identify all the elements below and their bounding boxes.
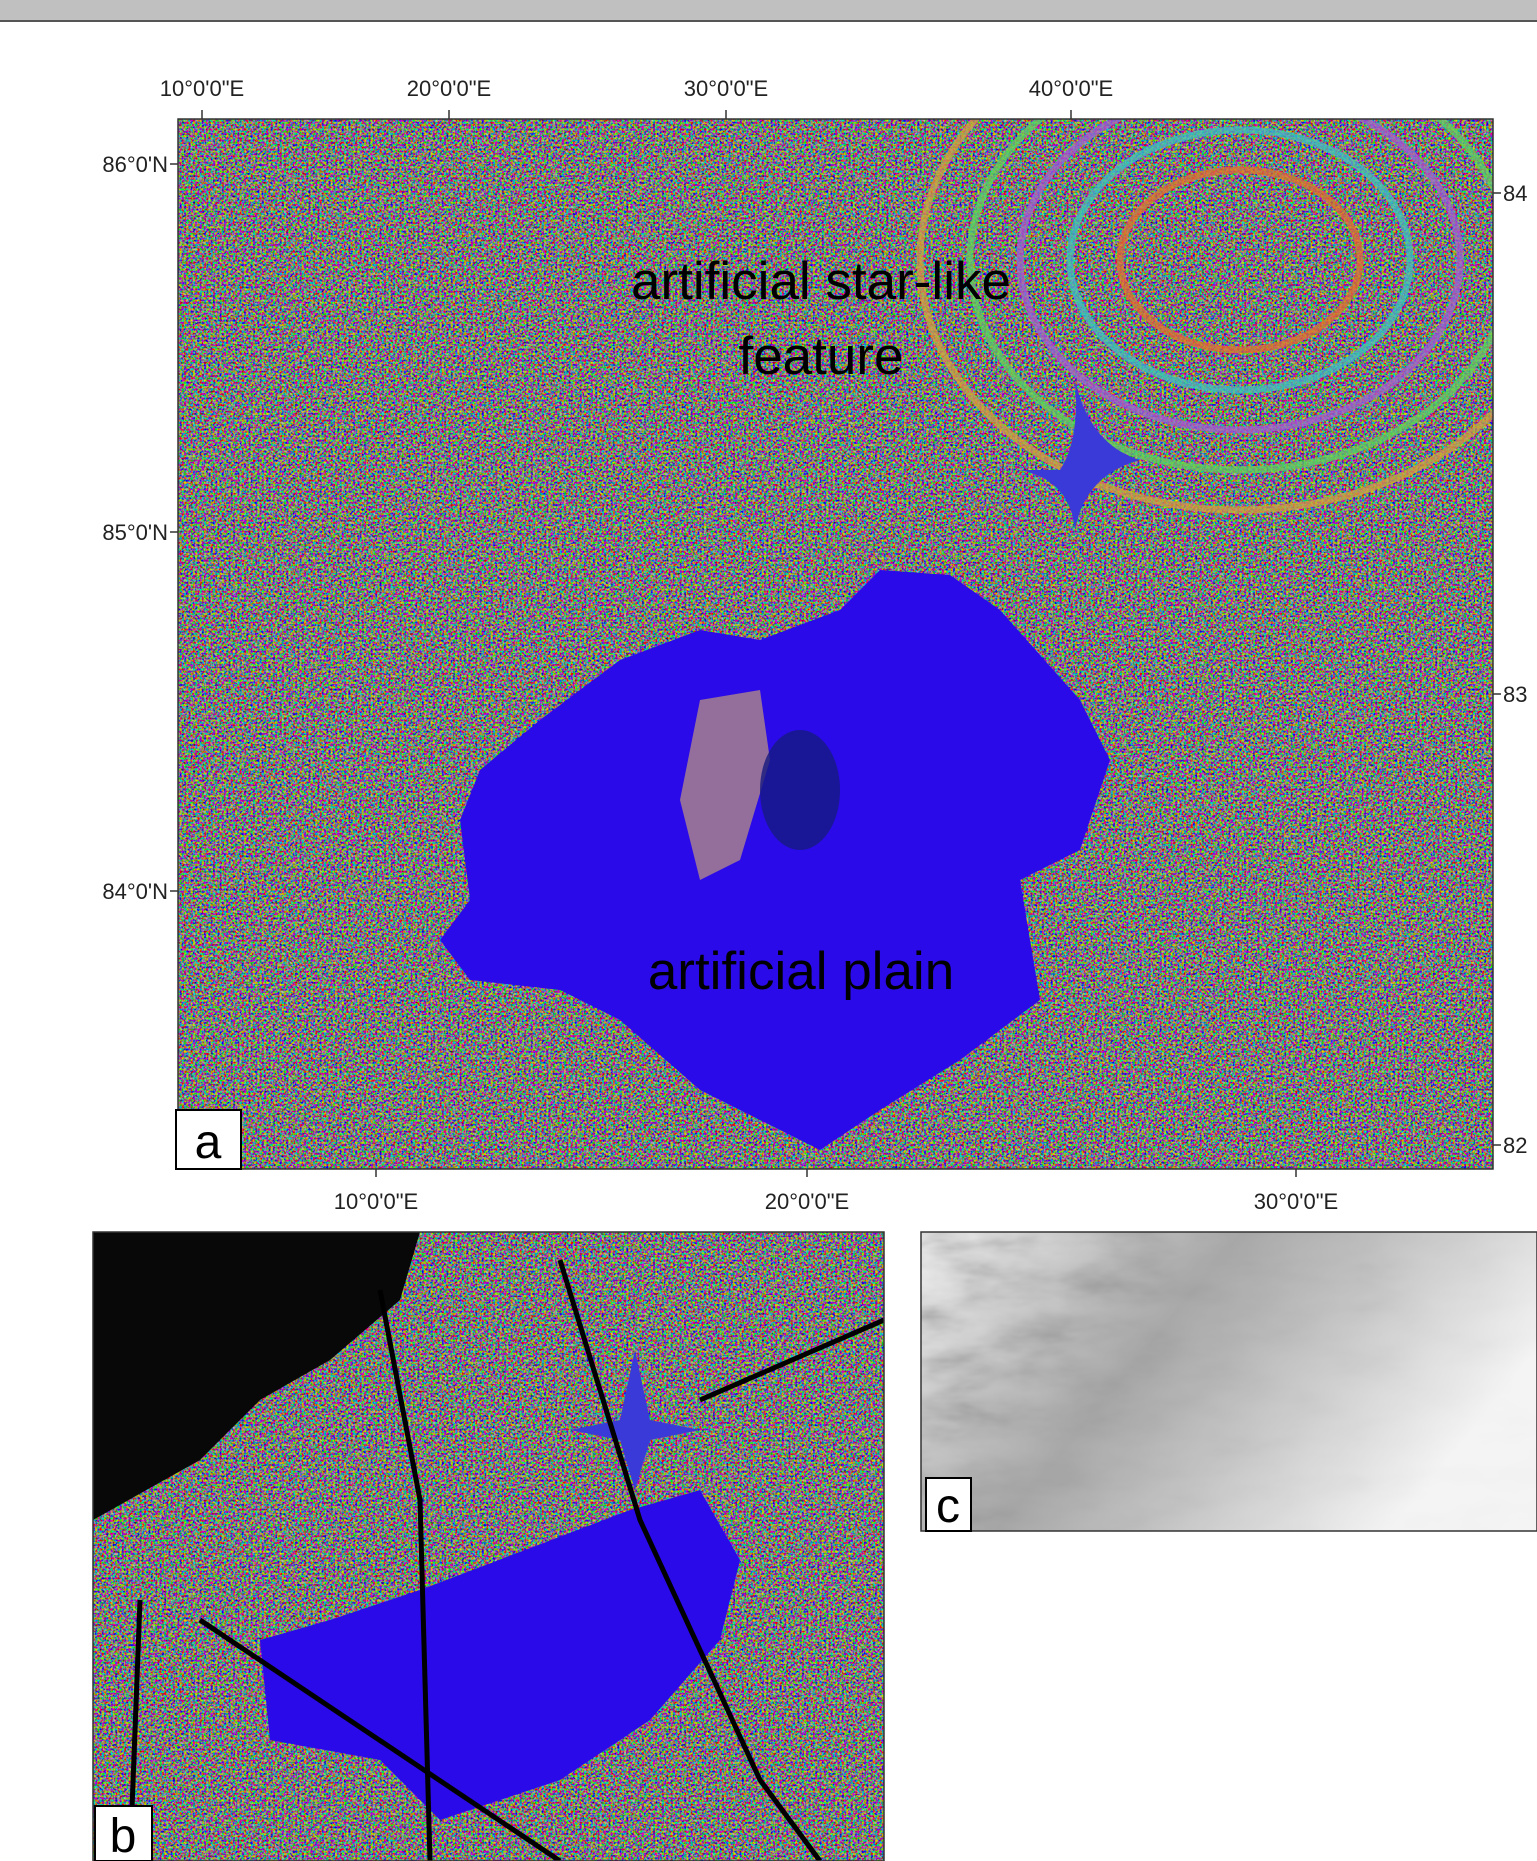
ship-tracks xyxy=(127,1259,884,1861)
left-label: 86°0'N xyxy=(102,152,168,177)
contour-rings xyxy=(916,119,1493,514)
panel-b-frame xyxy=(92,1231,885,1861)
right-label: 83 xyxy=(1503,682,1527,707)
top-bar xyxy=(0,0,1537,21)
plain-island xyxy=(680,690,770,880)
panel-c-map xyxy=(921,1232,1537,1531)
annotation: artificial star-like xyxy=(631,252,1011,311)
panel-letter: c xyxy=(936,1480,960,1533)
annotation: feature xyxy=(738,327,903,386)
bottom-label: 30°0'0"E xyxy=(1254,1189,1338,1214)
left-label: 85°0'N xyxy=(102,520,168,545)
panel-b-letter-box xyxy=(94,1805,153,1861)
right-label: 82 xyxy=(1503,1133,1527,1158)
top-label: 10°0'0"E xyxy=(160,76,244,101)
annotation: artificial plain xyxy=(648,942,954,1001)
left-label: 84°0'N xyxy=(102,879,168,904)
panel-c-letter-box xyxy=(925,1477,972,1532)
relief-shading xyxy=(921,1232,1537,1531)
track-density xyxy=(93,1232,420,1520)
top-label: 30°0'0"E xyxy=(684,76,768,101)
star-feature xyxy=(1020,380,1140,530)
plain-deep xyxy=(760,730,840,850)
panel-a-frame xyxy=(177,118,1494,1170)
tick-marks xyxy=(170,110,1501,1177)
top-label: 20°0'0"E xyxy=(407,76,491,101)
star-feature xyxy=(570,1350,700,1490)
axis-labels: 10°0'0"E 20°0'0"E 30°0'0"E 40°0'0"E 86°0… xyxy=(102,76,1527,1214)
panel-a-letter-box xyxy=(175,1109,242,1170)
panel-letter: a xyxy=(195,1116,222,1169)
bottom-label: 10°0'0"E xyxy=(334,1189,418,1214)
panel-letter: b xyxy=(110,1810,137,1861)
panel-c-frame xyxy=(920,1231,1537,1532)
panel-b-map xyxy=(93,1232,884,1861)
bottom-label: 20°0'0"E xyxy=(765,1189,849,1214)
right-label: 84 xyxy=(1503,181,1527,206)
panel-a-map xyxy=(178,119,1493,1169)
top-label: 40°0'0"E xyxy=(1029,76,1113,101)
artificial-plain-area xyxy=(440,570,1110,1150)
